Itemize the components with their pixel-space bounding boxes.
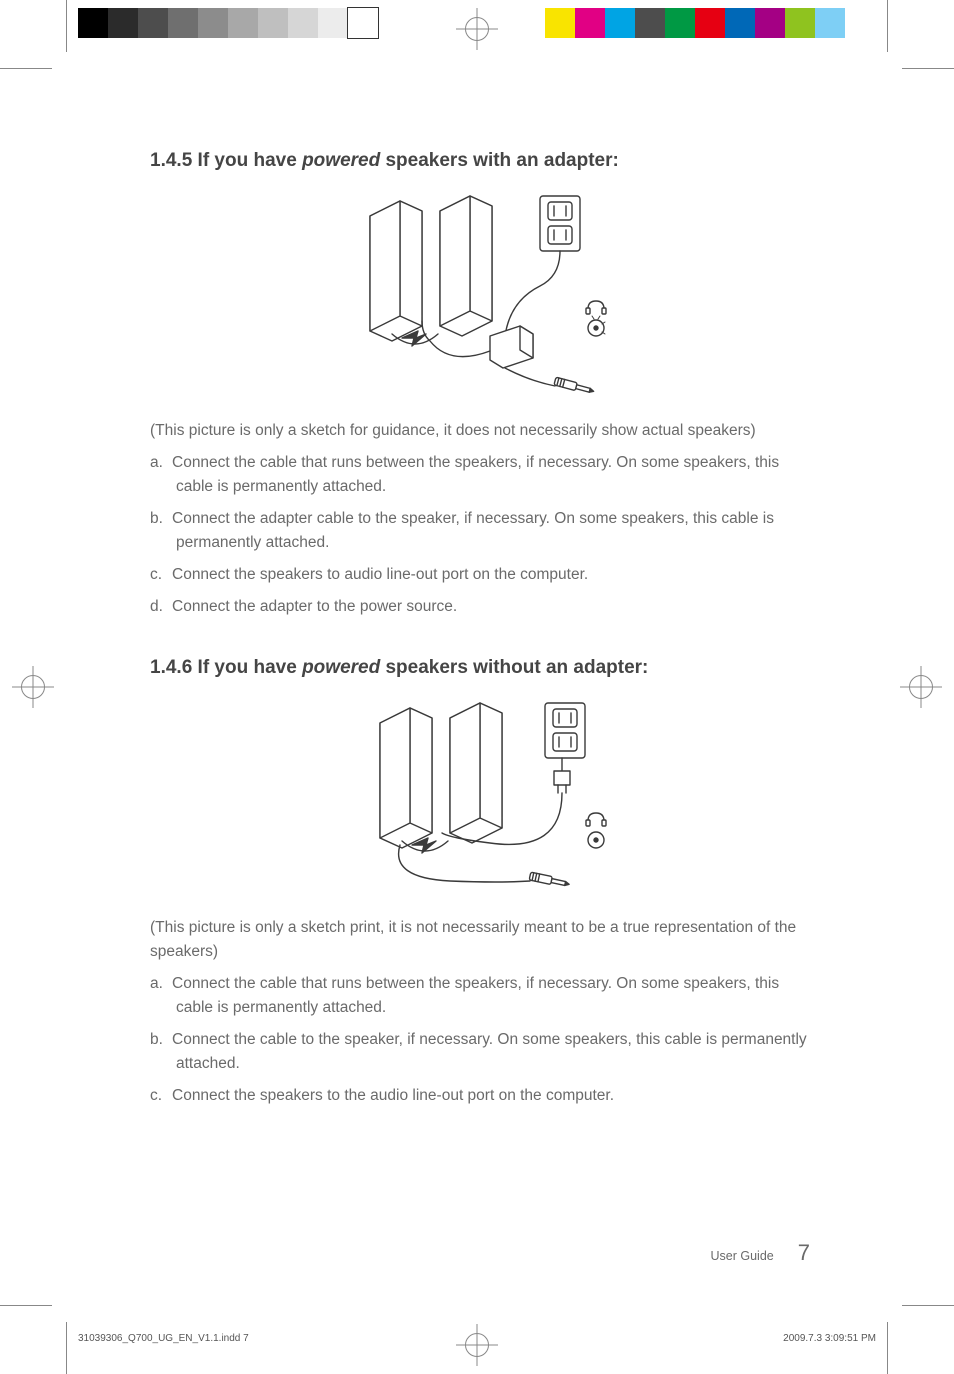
trim-mark [902,1305,954,1306]
heading-text: speakers with an adapter: [380,150,619,171]
trim-mark [887,0,888,52]
step-text: Connect the adapter to the power source. [172,598,457,615]
swatch [198,8,228,38]
trim-mark [66,1322,67,1374]
slug-file: 31039306_Q700_UG_EN_V1.1.indd 7 [78,1333,249,1344]
color-strip [545,8,845,38]
step-label: a. [150,451,172,475]
step-item: d.Connect the adapter to the power sourc… [150,595,810,619]
swatch [228,8,258,38]
step-label: b. [150,507,172,531]
speakers-adapter-illustration [330,186,630,396]
swatch [785,8,815,38]
step-item: c.Connect the speakers to audio line-out… [150,563,810,587]
swatch [635,8,665,38]
figure-caption: (This picture is only a sketch for guida… [150,419,810,443]
step-text: Connect the speakers to audio line-out p… [172,566,588,583]
step-label: c. [150,1084,172,1108]
step-label: d. [150,595,172,619]
swatch [258,8,288,38]
step-text: Connect the cable that runs between the … [172,975,779,1016]
crosshair-icon [900,666,942,708]
step-item: a.Connect the cable that runs between th… [150,451,810,499]
crosshair-icon [12,666,54,708]
swatch [168,8,198,38]
step-item: a.Connect the cable that runs between th… [150,972,810,1020]
heading-text: 1.4.6 If you have [150,657,302,678]
swatch [575,8,605,38]
heading-emph: powered [302,150,380,171]
registration-bottom [0,1324,954,1374]
swatch [755,8,785,38]
slug-date: 2009.7.3 3:09:51 PM [783,1333,876,1344]
trim-mark [887,1322,888,1374]
swatch [348,8,378,38]
swatch [665,8,695,38]
swatch [695,8,725,38]
step-text: Connect the cable that runs between the … [172,454,779,495]
swatch [288,8,318,38]
section-heading-145: 1.4.5 If you have powered speakers with … [150,150,810,172]
swatch [815,8,845,38]
section-heading-146: 1.4.6 If you have powered speakers witho… [150,657,810,679]
step-text: Connect the cable to the speaker, if nec… [172,1031,807,1072]
heading-text: speakers without an adapter: [380,657,648,678]
grayscale-strip [78,8,378,38]
figure-caption: (This picture is only a sketch print, it… [150,916,810,964]
step-text: Connect the adapter cable to the speaker… [172,510,774,551]
speakers-no-adapter-illustration [330,693,630,893]
heading-emph: powered [302,657,380,678]
swatch [545,8,575,38]
swatch [605,8,635,38]
step-label: a. [150,972,172,996]
registration-top [0,0,954,50]
step-item: b.Connect the cable to the speaker, if n… [150,1028,810,1076]
steps-list-146: a.Connect the cable that runs between th… [150,972,810,1108]
heading-text: 1.4.5 If you have [150,150,302,171]
page-footer: User Guide 7 [150,1240,810,1266]
steps-list-145: a.Connect the cable that runs between th… [150,451,810,619]
swatch [725,8,755,38]
page-number: 7 [798,1240,810,1265]
step-text: Connect the speakers to the audio line-o… [172,1087,614,1104]
step-label: b. [150,1028,172,1052]
figure-speakers-no-adapter [150,693,810,898]
swatch [138,8,168,38]
step-item: c.Connect the speakers to the audio line… [150,1084,810,1108]
trim-mark [0,68,52,69]
swatch [108,8,138,38]
page-content: 1.4.5 If you have powered speakers with … [150,150,810,1146]
trim-mark [66,0,67,52]
swatch [318,8,348,38]
trim-mark [902,68,954,69]
swatch [78,8,108,38]
figure-speakers-adapter [150,186,810,401]
step-label: c. [150,563,172,587]
guide-label: User Guide [711,1249,774,1263]
step-item: b.Connect the adapter cable to the speak… [150,507,810,555]
crosshair-icon [456,1324,498,1366]
trim-mark [0,1305,52,1306]
crosshair-icon [456,8,498,50]
